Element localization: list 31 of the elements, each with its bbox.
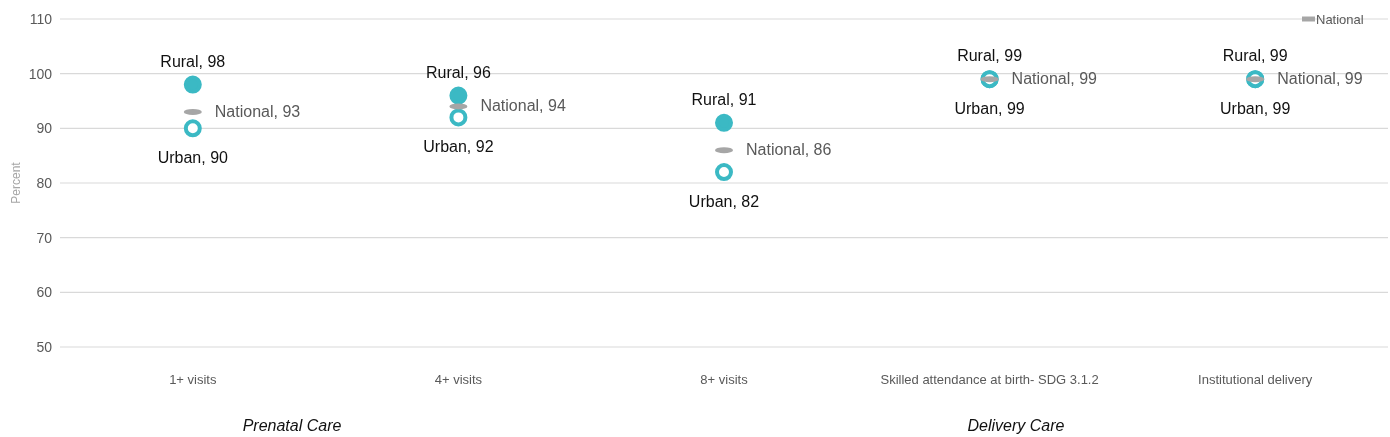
data-label: Rural, 99 — [957, 47, 1023, 65]
x-tick-label: 1+ visits — [169, 372, 217, 387]
y-axis-title: Percent — [9, 161, 23, 204]
text: Prenatal Care — [242, 417, 342, 434]
legend-label: National — [1316, 12, 1364, 27]
y-tick-label: 110 — [29, 11, 53, 27]
y-tick-label: 50 — [36, 339, 53, 355]
data-label: Urban, 82 — [688, 193, 760, 211]
y-tick-label: 80 — [36, 175, 53, 191]
y-tick-label: 90 — [36, 120, 53, 137]
x-tick-label: Skilled attendance at birth- SDG 3.1.2 — [880, 372, 1099, 387]
data-label: National, 94 — [480, 97, 566, 115]
data-label: National, 99 — [1277, 70, 1363, 88]
y-tick-label: 60 — [36, 284, 53, 301]
data-label: Rural, 99 — [1222, 47, 1288, 65]
data-label: Urban, 99 — [1220, 100, 1291, 118]
y-tick-label: 70 — [36, 229, 53, 246]
y-tick-label: 100 — [28, 65, 53, 82]
data-label: Rural, 91 — [691, 90, 757, 108]
data-label: Rural, 96 — [425, 63, 491, 81]
data-label: Urban, 90 — [157, 149, 229, 167]
data-label: National, 93 — [214, 102, 301, 120]
x-tick-label: Institutional delivery — [1198, 372, 1313, 387]
x-tick-label: 8+ visits — [700, 372, 749, 387]
text: Delivery Care — [967, 417, 1065, 434]
data-label: National, 86 — [746, 141, 832, 159]
x-tick-label: 4+ visits — [434, 372, 483, 387]
data-label: Urban, 92 — [423, 138, 494, 156]
data-label: National, 99 — [1011, 70, 1098, 88]
data-label: Urban, 99 — [954, 100, 1025, 118]
data-label: Rural, 98 — [160, 52, 226, 70]
